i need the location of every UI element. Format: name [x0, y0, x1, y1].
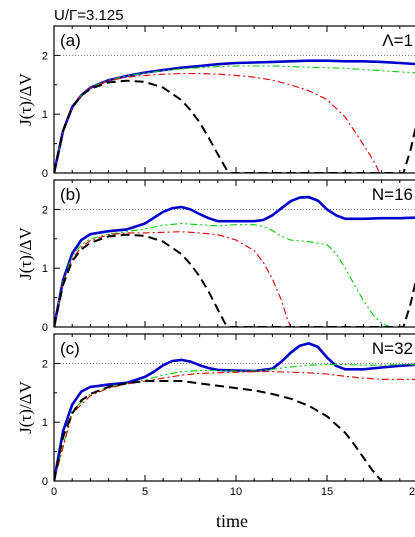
plot-frame	[53, 179, 415, 328]
y-axis-label: J(τ)/ΔV	[16, 380, 35, 433]
y-tick-label: 1	[42, 263, 48, 275]
panel-annotation: N=32	[372, 339, 413, 358]
series-line-3	[54, 79, 415, 173]
y-axis-label: J(τ)/ΔV	[16, 72, 35, 125]
series-line-3	[54, 380, 383, 481]
y-tick-label: 0	[42, 476, 48, 488]
panel-1: 0 1 2 J(τ)/ΔV (b) N=16	[16, 179, 415, 334]
series-line-2	[54, 231, 292, 327]
y-tick-label: 2	[42, 358, 48, 370]
series-line-1	[54, 222, 400, 327]
y-tick-label: 0	[42, 168, 48, 180]
x-tick-label: 10	[230, 486, 242, 498]
series-line-3	[54, 233, 415, 327]
y-axis-label: J(τ)/ΔV	[16, 226, 35, 279]
plot-frame	[53, 333, 415, 482]
x-tick-label: 15	[321, 486, 333, 498]
plot-frame	[53, 25, 415, 174]
x-axis-label: time	[216, 511, 248, 531]
panel-label: (b)	[60, 185, 81, 204]
panel-label: (c)	[60, 339, 80, 358]
y-tick-label: 2	[42, 204, 48, 216]
panel-label: (a)	[60, 31, 81, 50]
x-tick-label: 5	[142, 486, 148, 498]
y-tick-label: 0	[42, 322, 48, 334]
y-tick-label: 2	[42, 50, 48, 62]
series-line-0	[54, 195, 415, 327]
series-line-1	[54, 364, 415, 481]
series-line-2	[54, 73, 381, 173]
figure-title: U/Γ=3.125	[54, 7, 124, 24]
y-tick-label: 1	[42, 109, 48, 121]
x-tick-label: 2	[409, 486, 415, 498]
panel-annotation: Λ=1	[382, 31, 413, 50]
panel-0: 0 1 2 J(τ)/ΔV (a) Λ=1	[16, 25, 415, 180]
panel-annotation: N=16	[372, 185, 413, 204]
series-line-2	[54, 371, 415, 481]
y-tick-label: 1	[42, 417, 48, 429]
series-line-0	[54, 59, 415, 173]
series-line-0	[54, 342, 415, 481]
x-tick-label: 0	[51, 486, 57, 498]
